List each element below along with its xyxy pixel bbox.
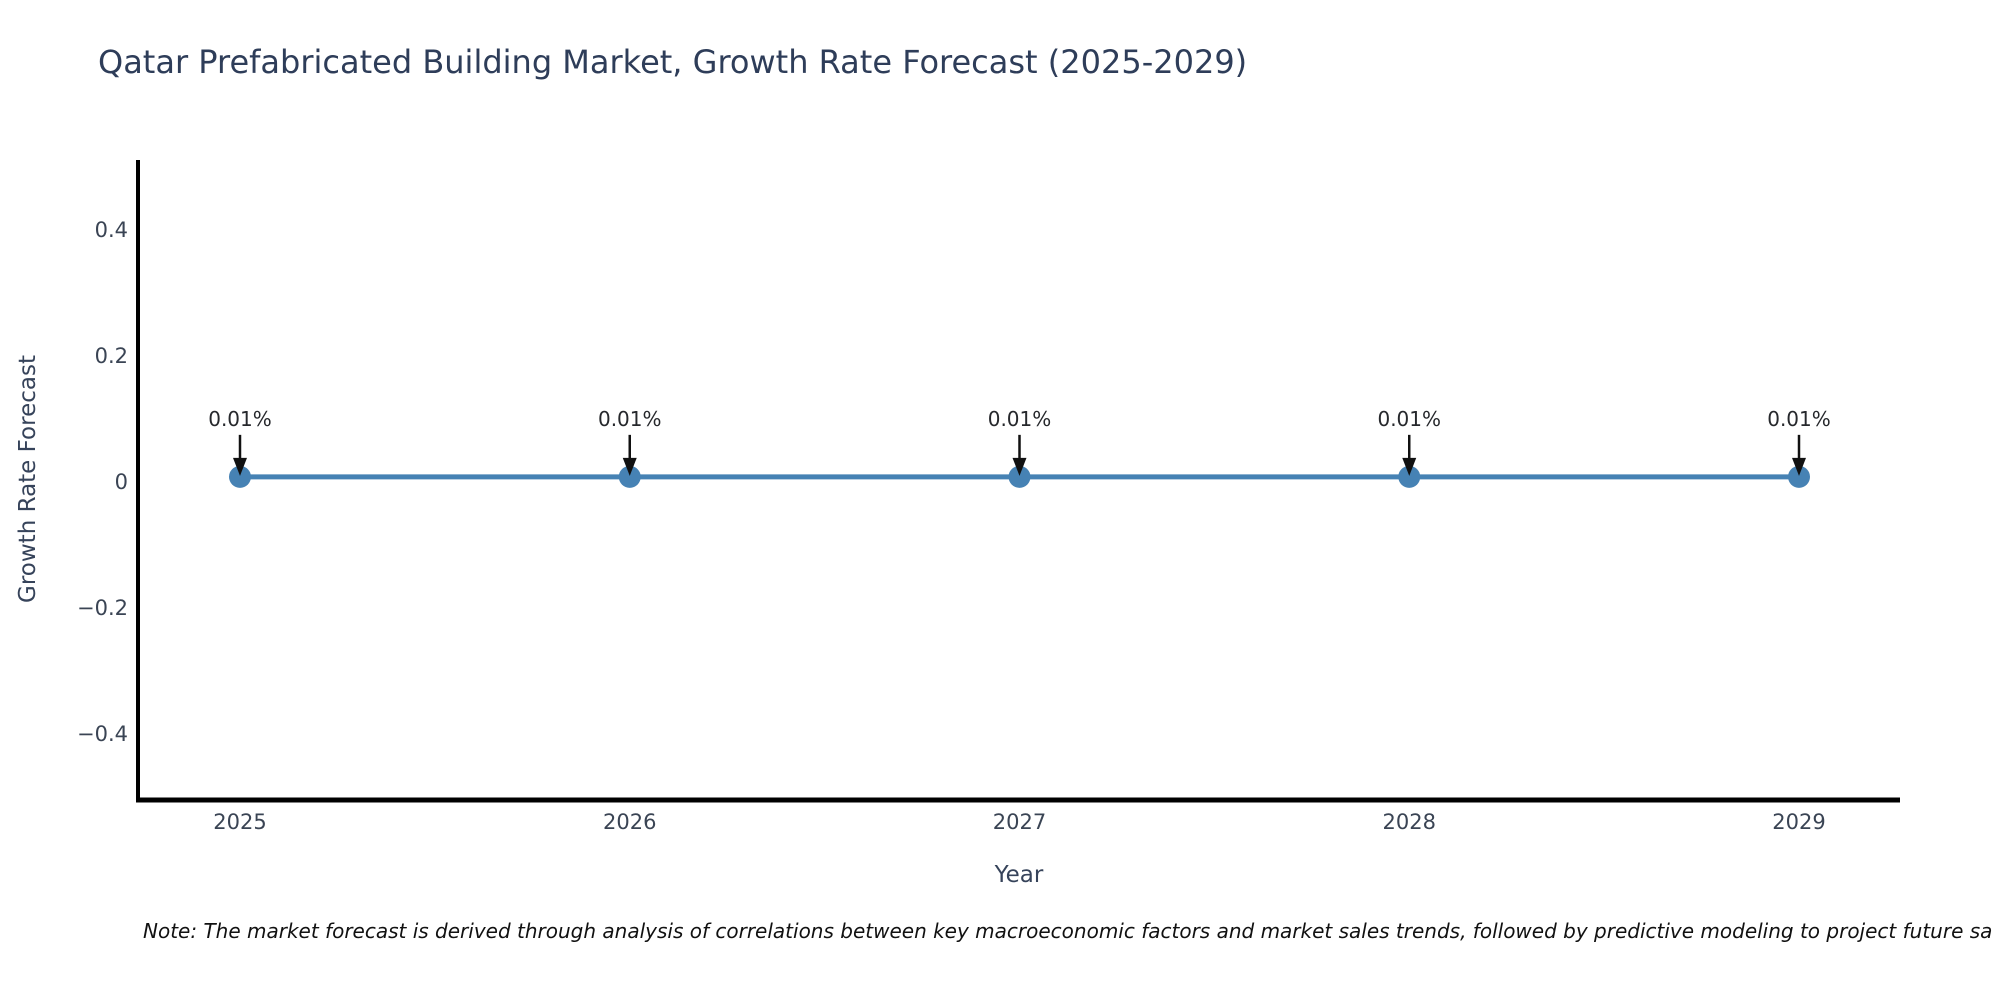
data-point-marker	[1008, 465, 1031, 488]
data-point-marker	[618, 465, 641, 488]
annotation-label: 0.01%	[597, 406, 662, 431]
x-tick-label: 2025	[213, 810, 267, 834]
y-tick-label: 0	[114, 470, 128, 495]
data-point-marker	[1398, 465, 1421, 488]
y-tick-label: −0.4	[77, 722, 128, 747]
y-tick-label: 0.4	[94, 218, 128, 243]
annotation-label: 0.01%	[1377, 406, 1442, 431]
x-tick-label: 2028	[1382, 810, 1436, 834]
annotation-label: 0.01%	[208, 406, 272, 431]
annotation-label: 0.01%	[1767, 406, 1831, 431]
annotation-arrowhead	[1012, 457, 1027, 476]
annotation-arrowhead	[1792, 457, 1806, 476]
data-point-marker	[229, 465, 251, 488]
footnote: Note: The market forecast is derived thr…	[143, 919, 1993, 943]
x-axis-title: Year	[994, 862, 1044, 888]
data-point-marker	[1788, 465, 1810, 488]
annotation-arrowhead	[622, 457, 637, 476]
chart-title: Qatar Prefabricated Building Market, Gro…	[98, 43, 1248, 81]
x-tick-label: 2026	[603, 810, 657, 834]
x-tick-label: 2029	[1772, 810, 1826, 834]
annotation-label: 0.01%	[987, 406, 1052, 431]
annotation-arrowhead	[233, 457, 247, 476]
x-tick-label: 2027	[992, 810, 1047, 834]
y-tick-label: −0.2	[77, 596, 128, 621]
annotation-arrowhead	[1402, 457, 1417, 476]
y-tick-label: 0.2	[94, 344, 128, 369]
